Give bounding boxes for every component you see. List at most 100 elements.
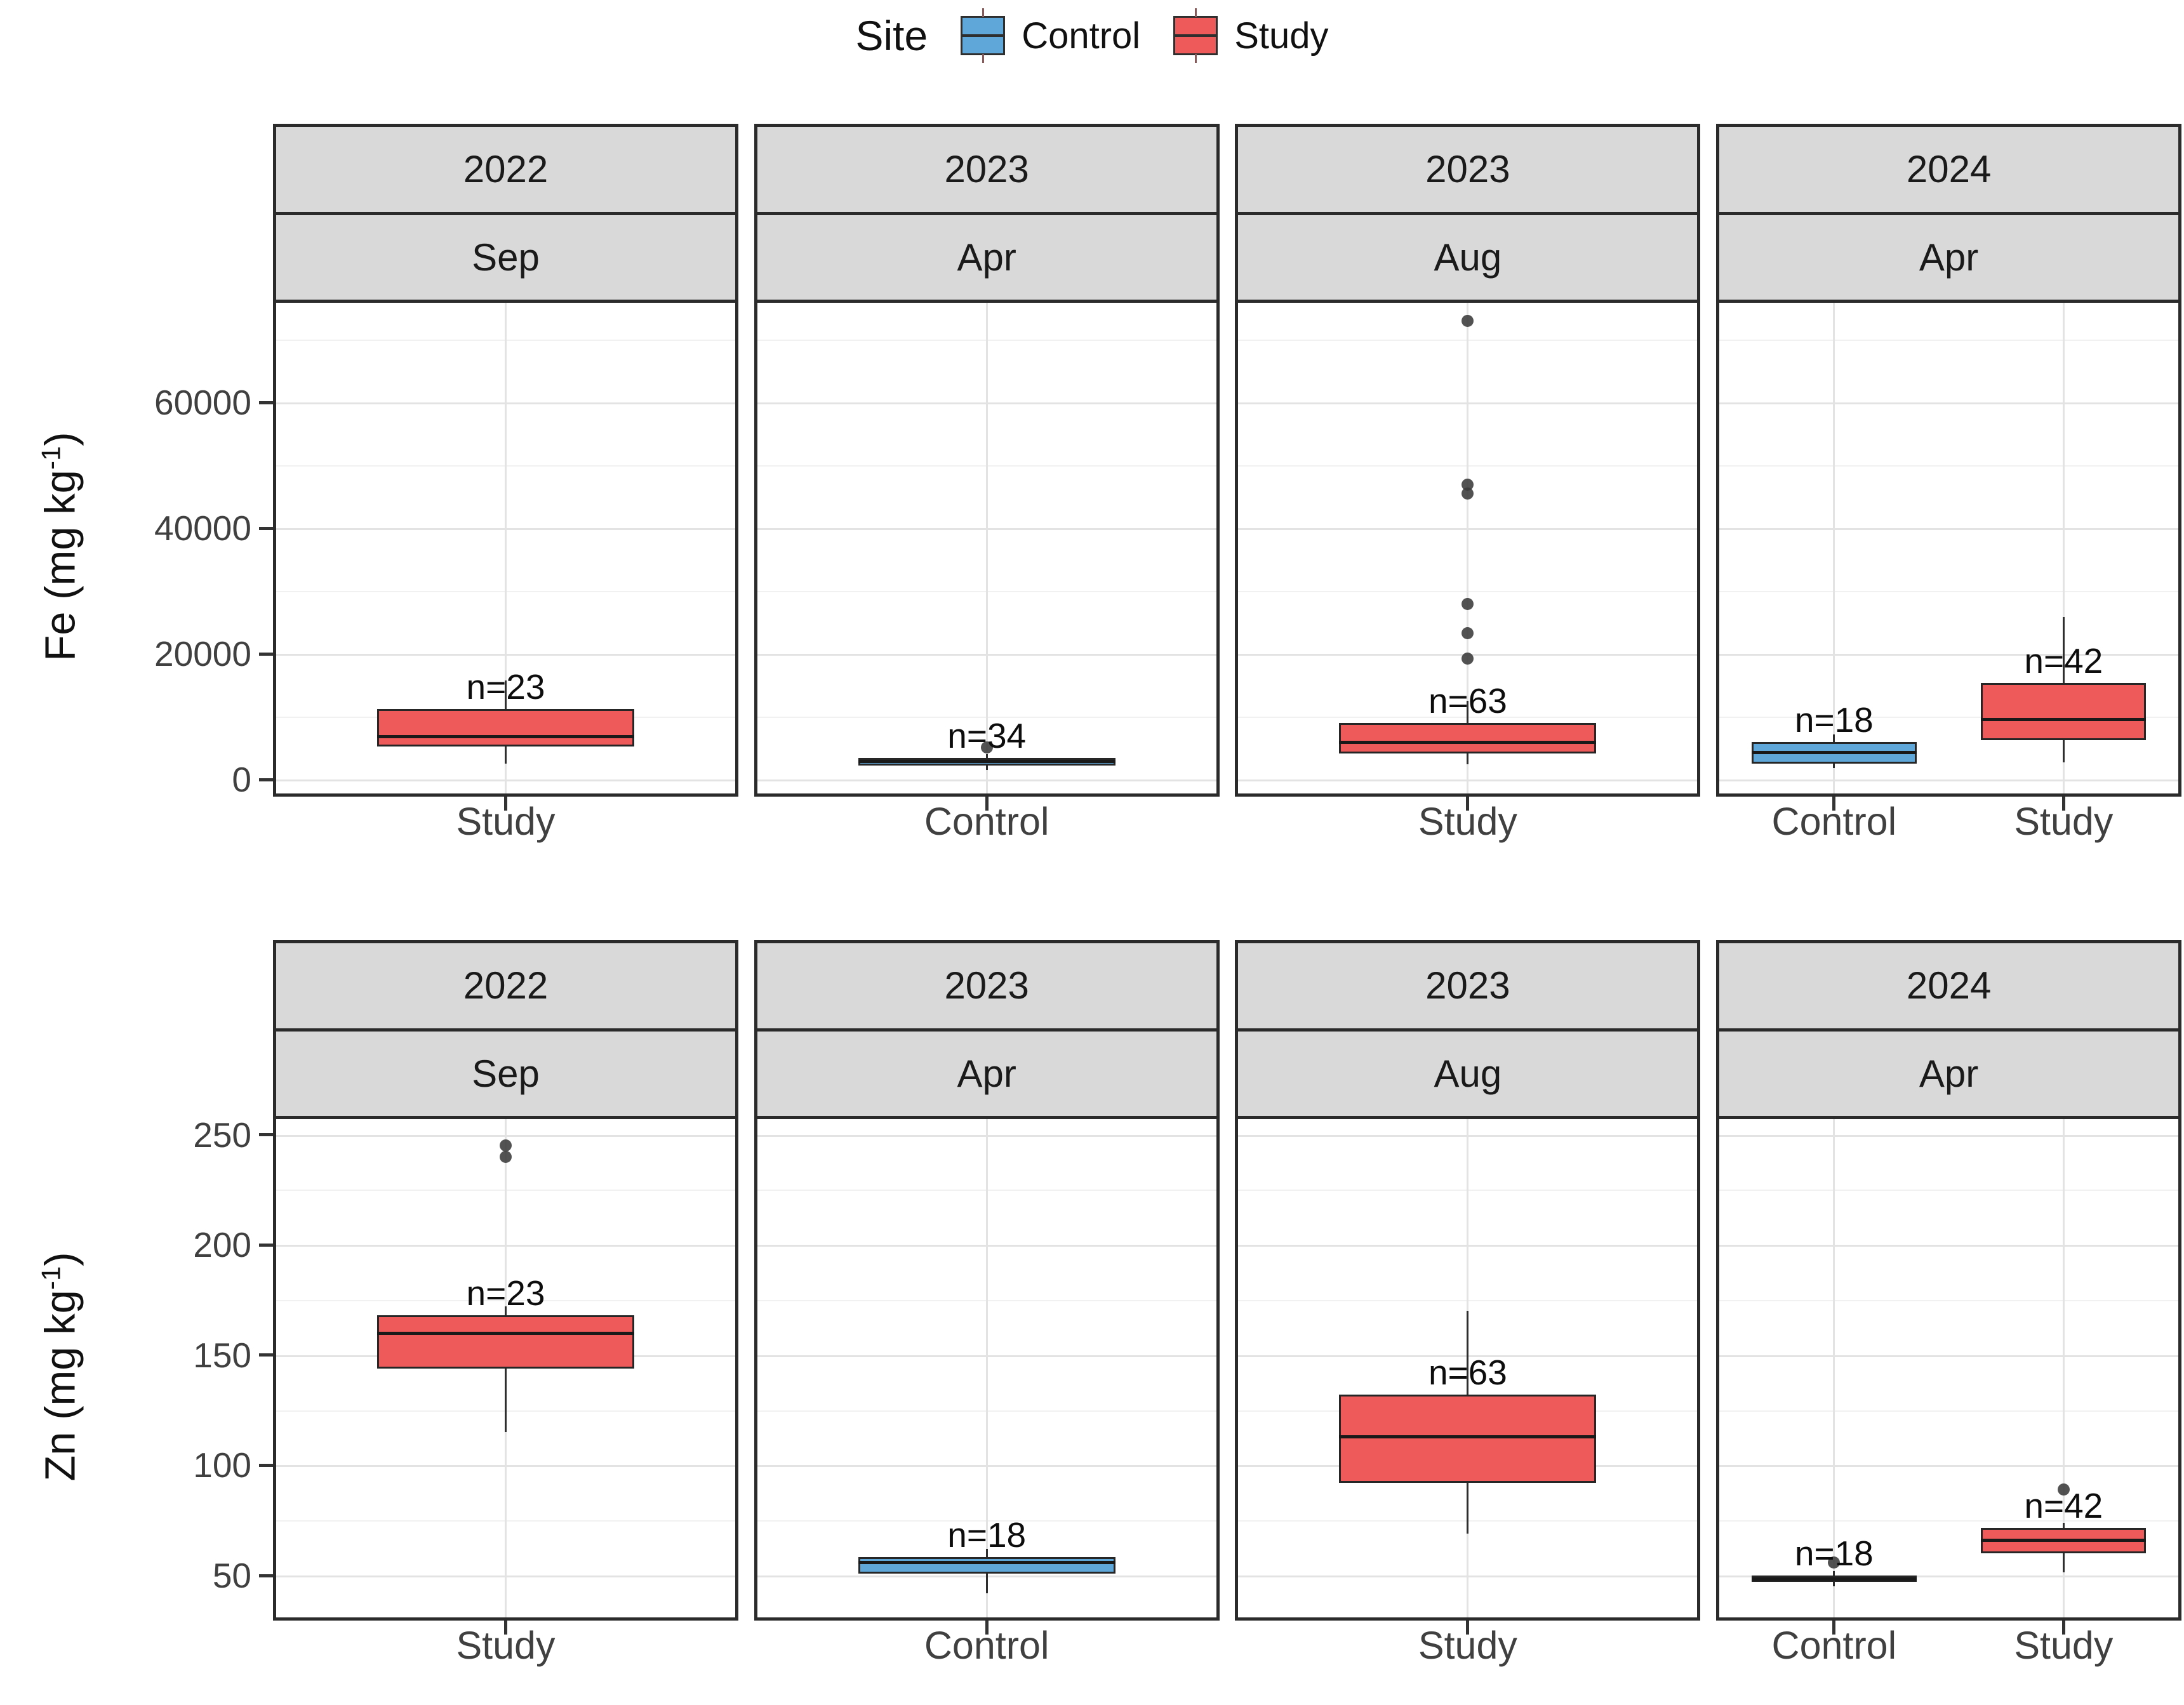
count-label: n=23 xyxy=(466,667,545,707)
boxplot-box-study xyxy=(377,709,634,746)
facet-panel: n=23 xyxy=(273,300,738,797)
facet-strip-month: Apr xyxy=(754,1028,1220,1119)
x-category-label: Study xyxy=(1418,1624,1517,1667)
facet-panel: n=18 xyxy=(754,1116,1220,1621)
median-line xyxy=(1751,751,1917,755)
y-axis-tick xyxy=(259,1133,273,1137)
control-boxplot-key-icon xyxy=(961,8,1006,63)
facet-strip-year: 2023 xyxy=(754,124,1220,215)
minor-gridline xyxy=(1719,465,2179,467)
major-gridline xyxy=(1719,1355,2179,1357)
facet-panel: n=18 n=42 xyxy=(1716,300,2182,797)
count-label: n=18 xyxy=(1794,1534,1874,1574)
facet-strip-month: Aug xyxy=(1235,211,1701,303)
y-axis-tick xyxy=(259,526,273,530)
legend-title: Site xyxy=(855,12,928,59)
x-category-label: Control xyxy=(1771,800,1897,843)
facet-panel: n=23 xyxy=(273,1116,738,1621)
category-gridline xyxy=(2062,1119,2065,1617)
median-line xyxy=(377,1331,634,1335)
y-axis-tick-label: 150 xyxy=(193,1335,251,1375)
median-line xyxy=(1981,1538,2147,1542)
boxplot-box-study xyxy=(1339,723,1597,753)
y-axis-tick-label: 0 xyxy=(232,760,251,800)
y-axis-tick xyxy=(259,1574,273,1577)
outlier-point xyxy=(1462,478,1474,491)
category-gridline xyxy=(505,303,507,793)
category-gridline xyxy=(1467,303,1469,793)
facet-strip-year: 2022 xyxy=(273,940,738,1032)
category-gridline xyxy=(985,303,988,793)
count-label: n=18 xyxy=(947,1515,1027,1555)
boxplot-box-control xyxy=(858,1556,1115,1574)
y-axis-tick-label: 50 xyxy=(212,1556,251,1596)
major-gridline xyxy=(1719,1465,2179,1468)
outlier-point xyxy=(2057,1483,2070,1496)
major-gridline xyxy=(1719,402,2179,405)
y-axis-tick-label: 60000 xyxy=(154,383,251,423)
outlier-point xyxy=(980,741,993,754)
outlier-point xyxy=(1462,597,1474,610)
minor-gridline xyxy=(1719,1520,2179,1522)
legend-item-label-control: Control xyxy=(1022,15,1141,56)
x-axis-tick xyxy=(504,797,507,811)
y-axis-tick xyxy=(259,652,273,656)
outlier-point xyxy=(1462,652,1474,665)
facet-strip-year: 2023 xyxy=(1235,124,1701,215)
facet-panel: n=34 xyxy=(754,300,1220,797)
whisker-line xyxy=(505,1306,507,1433)
major-gridline xyxy=(1719,1245,2179,1247)
median-line xyxy=(858,1560,1115,1564)
median-line xyxy=(1751,1577,1917,1581)
x-axis-tick xyxy=(1832,797,1836,811)
category-gridline xyxy=(1833,303,1835,793)
legend: Site Control Study xyxy=(0,4,2184,67)
major-gridline xyxy=(1719,654,2179,656)
major-gridline xyxy=(1719,780,2179,782)
median-line xyxy=(1339,1435,1597,1438)
y-axis-tick-label: 40000 xyxy=(154,508,251,548)
major-gridline xyxy=(1719,1134,2179,1137)
minor-gridline xyxy=(1719,717,2179,719)
facet-strip-month: Apr xyxy=(1716,211,2182,303)
outlier-point xyxy=(500,1139,512,1152)
y-axis-tick xyxy=(259,1463,273,1467)
facet-strip-month: Apr xyxy=(1716,1028,2182,1119)
minor-gridline xyxy=(1719,1410,2179,1412)
outlier-point xyxy=(500,1150,512,1163)
facet-strip-year: 2023 xyxy=(1235,940,1701,1032)
legend-item-study: Study xyxy=(1173,8,1329,63)
category-gridline xyxy=(985,1119,988,1617)
major-gridline xyxy=(1719,528,2179,531)
x-category-label: Study xyxy=(456,800,556,843)
y-axis-tick-label: 250 xyxy=(193,1115,251,1155)
outlier-point xyxy=(1462,315,1474,328)
minor-gridline xyxy=(1719,1190,2179,1191)
x-category-label: Study xyxy=(2014,800,2114,843)
x-axis-tick xyxy=(1832,1621,1836,1635)
count-label: n=63 xyxy=(1428,1353,1507,1393)
facet-strip-year: 2022 xyxy=(273,124,738,215)
facet-strip-month: Sep xyxy=(273,1028,738,1119)
facet-strip-month: Aug xyxy=(1235,1028,1701,1119)
minor-gridline xyxy=(1719,1299,2179,1301)
y-axis-tick xyxy=(259,401,273,404)
facet-strip-year: 2024 xyxy=(1716,940,2182,1032)
x-axis-tick xyxy=(2061,1621,2065,1635)
legend-item-control: Control xyxy=(961,8,1141,63)
count-label: n=42 xyxy=(2024,640,2103,680)
outlier-point xyxy=(1828,1556,1841,1569)
facet-strip-month: Apr xyxy=(754,211,1220,303)
facet-panel: n=18 n=42 xyxy=(1716,1116,2182,1621)
x-axis-tick xyxy=(2061,797,2065,811)
boxplot-box-study xyxy=(1981,682,2147,740)
x-axis-tick xyxy=(504,1621,507,1635)
facet-strip-month: Sep xyxy=(273,211,738,303)
y-axis-tick xyxy=(259,1243,273,1247)
minor-gridline xyxy=(1719,591,2179,593)
x-category-label: Study xyxy=(1418,800,1517,843)
y-axis-tick-label: 20000 xyxy=(154,634,251,674)
count-label: n=63 xyxy=(1428,681,1507,721)
facet-strip-year: 2023 xyxy=(754,940,1220,1032)
